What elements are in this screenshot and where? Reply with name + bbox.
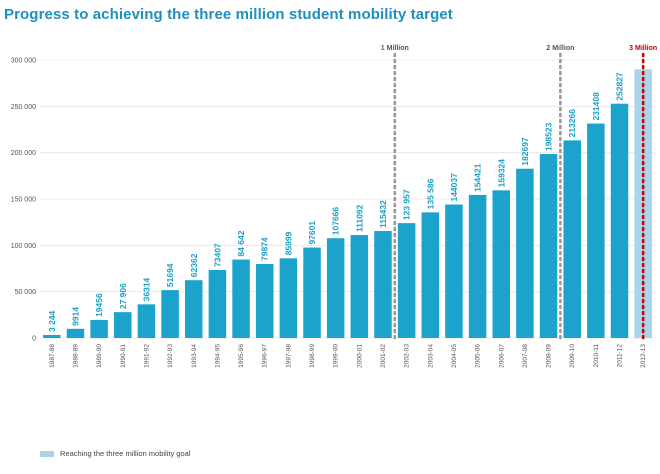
value-label: 27 906 bbox=[118, 283, 128, 309]
bar bbox=[279, 258, 298, 338]
x-tick-label: 2007-08 bbox=[522, 344, 529, 368]
value-label: 231408 bbox=[591, 92, 601, 121]
bar bbox=[492, 190, 511, 338]
x-tick-label: 2009-10 bbox=[569, 344, 576, 368]
x-tick-label: 2002-03 bbox=[404, 344, 411, 368]
bar bbox=[90, 319, 108, 338]
milestone-label: 3 Million bbox=[629, 45, 657, 52]
x-tick-label: 1991-92 bbox=[143, 344, 150, 368]
legend: Reaching the three million mobility goal bbox=[40, 449, 191, 458]
y-tick-label: 150 000 bbox=[11, 197, 36, 204]
bar bbox=[208, 269, 227, 338]
value-label: 73407 bbox=[212, 243, 222, 267]
legend-label-goal: Reaching the three million mobility goal bbox=[60, 449, 191, 458]
y-tick-label: 200 000 bbox=[11, 150, 36, 157]
bar bbox=[421, 212, 440, 338]
value-label: 84 642 bbox=[236, 230, 246, 256]
value-label: 51694 bbox=[165, 263, 175, 287]
y-tick-label: 0 bbox=[32, 336, 36, 343]
value-label: 182697 bbox=[520, 137, 530, 166]
x-tick-label: 1993-94 bbox=[191, 344, 198, 368]
value-label: 85999 bbox=[283, 231, 293, 255]
x-tick-label: 1989-90 bbox=[96, 344, 103, 368]
bar bbox=[137, 304, 156, 338]
value-label: 111092 bbox=[354, 204, 364, 232]
bar bbox=[184, 280, 203, 338]
bar bbox=[303, 247, 321, 338]
x-tick-label: 1988-89 bbox=[72, 344, 79, 368]
x-tick-label: 2012-13 bbox=[640, 344, 647, 368]
value-label: 154421 bbox=[473, 163, 483, 192]
x-tick-label: 1995-96 bbox=[238, 344, 245, 368]
x-tick-label: 1997-98 bbox=[285, 344, 292, 368]
bar bbox=[66, 328, 85, 338]
bar bbox=[350, 235, 369, 338]
x-tick-label: 2011-12 bbox=[617, 344, 624, 368]
value-label: 97601 bbox=[307, 221, 317, 245]
x-tick-label: 1996-97 bbox=[262, 344, 269, 368]
legend-swatch-goal bbox=[40, 450, 54, 457]
value-label: 79874 bbox=[260, 237, 270, 261]
y-tick-label: 300 000 bbox=[11, 58, 36, 65]
y-tick-label: 250 000 bbox=[11, 104, 36, 111]
value-label: 123 957 bbox=[402, 189, 412, 220]
x-tick-label: 2006-07 bbox=[498, 344, 505, 368]
value-label: 252827 bbox=[615, 72, 625, 101]
bar bbox=[161, 290, 179, 338]
x-tick-label: 2001-02 bbox=[380, 344, 387, 368]
x-tick-label: 1994-95 bbox=[214, 344, 221, 368]
value-label: 9914 bbox=[70, 307, 80, 326]
value-label: 213266 bbox=[567, 109, 577, 138]
value-label: 19456 bbox=[94, 293, 104, 317]
value-label: 144037 bbox=[449, 173, 459, 202]
y-tick-label: 50 000 bbox=[15, 289, 37, 296]
bar bbox=[539, 154, 558, 338]
bar bbox=[445, 204, 463, 338]
x-tick-label: 2000-01 bbox=[356, 344, 363, 368]
value-label: 36314 bbox=[141, 277, 151, 301]
x-tick-label: 2004-05 bbox=[451, 344, 458, 368]
bar bbox=[587, 123, 605, 338]
value-label: 107666 bbox=[331, 207, 341, 236]
bar bbox=[114, 312, 132, 338]
value-label: 198523 bbox=[544, 122, 554, 151]
value-label: 62362 bbox=[189, 253, 199, 277]
x-tick-label: 1999-00 bbox=[333, 344, 340, 368]
bar bbox=[397, 223, 416, 338]
bar bbox=[610, 103, 629, 338]
bar bbox=[516, 168, 534, 338]
x-tick-label: 2008-09 bbox=[546, 344, 553, 368]
x-tick-label: 1987-88 bbox=[49, 344, 56, 368]
value-label: 135 586 bbox=[425, 178, 435, 209]
x-tick-label: 2005-06 bbox=[475, 344, 482, 368]
bar bbox=[468, 194, 487, 338]
x-tick-label: 2010-11 bbox=[593, 344, 600, 368]
milestone-label: 1 Million bbox=[381, 45, 409, 52]
bar bbox=[374, 231, 392, 338]
bar bbox=[255, 263, 274, 338]
x-tick-label: 1998-99 bbox=[309, 344, 316, 368]
milestone-label: 2 Million bbox=[546, 45, 574, 52]
chart-title: Progress to achieving the three million … bbox=[4, 6, 453, 23]
value-label: 115432 bbox=[378, 200, 388, 228]
x-tick-label: 1990-91 bbox=[120, 344, 127, 368]
value-label: 3 244 bbox=[47, 310, 57, 332]
value-label: 159324 bbox=[496, 159, 506, 188]
x-tick-label: 2003-04 bbox=[427, 344, 434, 368]
y-tick-label: 100 000 bbox=[11, 243, 36, 250]
x-tick-label: 1992-93 bbox=[167, 344, 174, 368]
bar bbox=[232, 259, 250, 338]
bar bbox=[563, 140, 581, 338]
bar bbox=[43, 334, 61, 338]
bar bbox=[326, 238, 345, 338]
